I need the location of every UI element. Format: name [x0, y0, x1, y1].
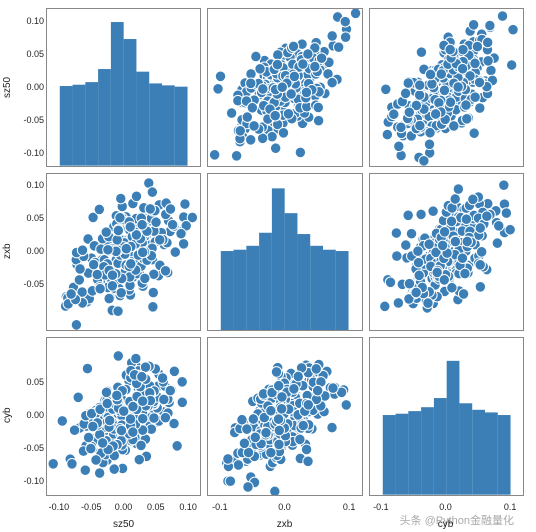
scatter-matrix-grid — [46, 8, 524, 496]
panel-0-1 — [207, 8, 362, 167]
xlabel-col-0: sz50 — [46, 519, 201, 530]
panel-1-1 — [207, 173, 362, 332]
xticks-col-2: -0.10.00.1 — [368, 502, 523, 514]
ylabel-row-0: sz50 — [2, 8, 12, 166]
xlabel-col-2: cyb — [368, 519, 523, 530]
panel-1-2 — [369, 173, 524, 332]
panel-2-0 — [46, 337, 201, 496]
xticks-col-0: -0.10-0.050.000.050.10 — [46, 502, 201, 514]
yticks-row-0: -0.10-0.050.000.050.10 — [14, 8, 44, 166]
yticks-row-2: -0.10-0.050.000.05 — [14, 336, 44, 494]
xlabel-col-1: zxb — [207, 519, 362, 530]
panel-0-0 — [46, 8, 201, 167]
yticks-row-1: -0.050.000.050.10 — [14, 172, 44, 330]
xticks-col-1: -0.10.00.1 — [207, 502, 362, 514]
panel-2-1 — [207, 337, 362, 496]
ylabel-row-1: zxb — [2, 172, 12, 330]
panel-2-2 — [369, 337, 524, 496]
panel-0-2 — [369, 8, 524, 167]
ylabel-row-2: cyb — [2, 336, 12, 494]
panel-1-0 — [46, 173, 201, 332]
